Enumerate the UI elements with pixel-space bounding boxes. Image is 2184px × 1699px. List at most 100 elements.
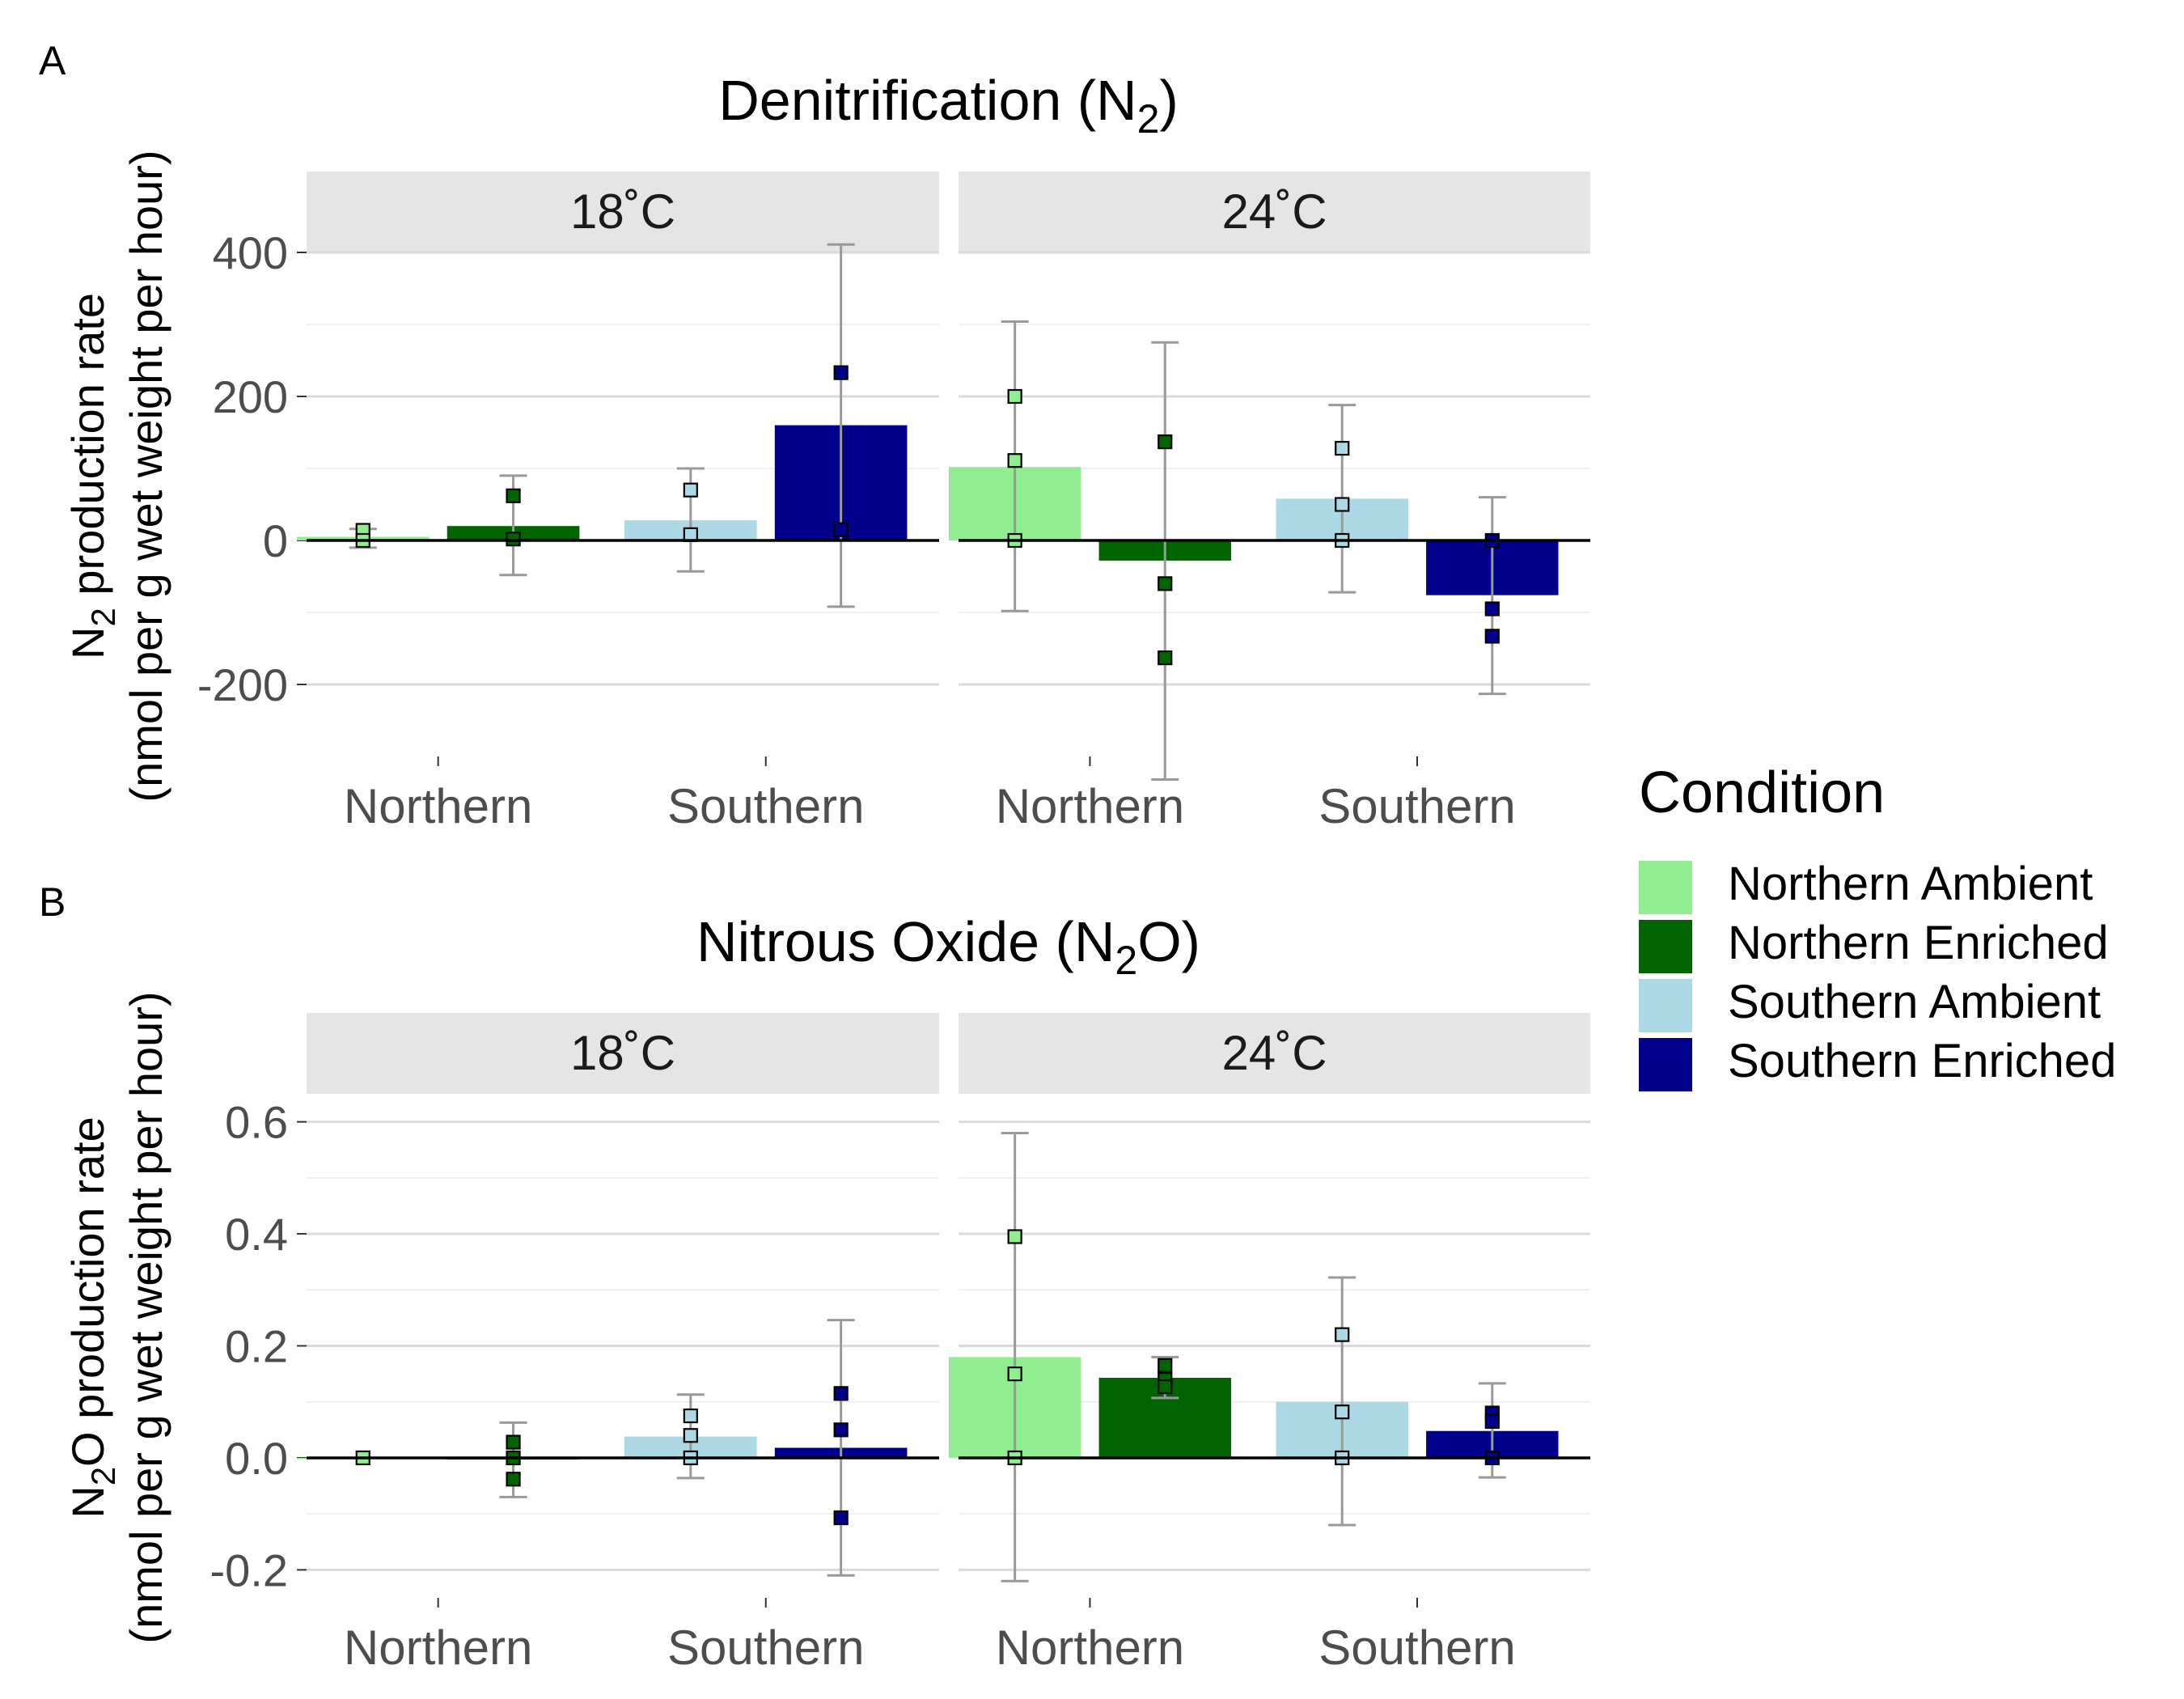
facet-strip: [307, 1013, 939, 1094]
legend-label-northern-enriched: Northern Enriched: [1728, 917, 2109, 969]
bar-group-southern-ambient: [624, 467, 757, 573]
data-point: [1335, 440, 1350, 456]
facet-strip-label: 18˚C: [570, 1026, 675, 1080]
data-point: [833, 1386, 849, 1401]
y-tick-label: 400: [213, 227, 288, 278]
facet-strip: [959, 1013, 1590, 1094]
y-axis-label-subscript: 2: [84, 1467, 122, 1485]
data-point: [833, 522, 849, 537]
bar-group-southern-enriched: [774, 1319, 908, 1577]
y-tick-label: 0.6: [225, 1097, 288, 1148]
data-point: [1158, 1379, 1173, 1395]
data-point: [1158, 576, 1173, 591]
chart-title-subscript: 2: [1137, 96, 1160, 142]
x-tick-label: Northern: [996, 779, 1184, 833]
chart-title: Nitrous Oxide (N2O): [696, 910, 1200, 983]
data-point: [1335, 1405, 1350, 1420]
panel-tag: B: [39, 879, 66, 925]
x-tick-label: Southern: [667, 779, 865, 833]
bar-group-southern-ambient: [624, 1393, 757, 1480]
legend-item-northern-enriched: Northern Enriched: [1639, 917, 2109, 973]
bar-group-southern-enriched: [774, 243, 908, 608]
bar-group-southern-enriched: [1426, 496, 1559, 696]
bar-group-northern-enriched: [447, 1421, 580, 1498]
legend-key-southern-ambient: [1639, 979, 1692, 1032]
data-point: [1484, 601, 1500, 616]
facet-24-c: 24˚C Northern Southern: [948, 1013, 1590, 1675]
bar-group-northern-ambient: [296, 523, 430, 549]
legend-label-northern-ambient: Northern Ambient: [1728, 858, 2093, 910]
chart-title-tail: O): [1137, 910, 1200, 973]
data-point: [506, 488, 521, 503]
legend-item-southern-ambient: Southern Ambient: [1639, 976, 2101, 1032]
bar-group-northern-ambient: [948, 1131, 1081, 1582]
y-tick-label: 0: [263, 515, 288, 566]
y-tick-label: -200: [197, 659, 288, 710]
y-axis-label-text: N: [62, 1485, 113, 1518]
legend-item-southern-enriched: Southern Enriched: [1639, 1035, 2116, 1091]
facet-24-c: 24˚C Northern Southern: [948, 172, 1590, 833]
facet-18-c: 18˚C Northern Southern: [296, 172, 939, 833]
bar-group-northern-enriched: [1098, 1355, 1231, 1458]
y-axis-label: N2O production rate: [62, 1116, 122, 1519]
legend: Condition Northern Ambient Northern Enri…: [1639, 761, 2116, 1091]
chart-title-text: Nitrous Oxide (N: [696, 910, 1115, 973]
data-point: [683, 1428, 698, 1443]
data-point: [506, 1472, 521, 1487]
facet-strip-label: 24˚C: [1221, 184, 1327, 239]
x-tick-label: Northern: [996, 1621, 1184, 1675]
facet-strip-label: 24˚C: [1221, 1026, 1327, 1080]
legend-label-southern-ambient: Southern Ambient: [1728, 976, 2101, 1028]
data-point: [506, 532, 521, 547]
panel-tag: A: [39, 38, 66, 83]
facet-strip: [307, 172, 939, 252]
y-tick-label: 0.0: [225, 1433, 288, 1484]
data-point: [506, 1434, 521, 1450]
x-tick-label: Northern: [344, 1621, 532, 1675]
data-point: [1484, 1413, 1500, 1430]
data-point: [1158, 1358, 1173, 1373]
facet-18-c: 18˚C Northern Southern: [296, 1013, 939, 1675]
legend-key-northern-enriched: [1639, 920, 1692, 973]
y-axis-label-tail: production rate: [62, 293, 113, 608]
data-point: [1335, 1327, 1350, 1342]
legend-key-southern-enriched: [1639, 1038, 1692, 1091]
bar-group-northern-enriched: [447, 474, 580, 577]
x-tick-label: Southern: [1318, 1621, 1516, 1675]
y-axis-label-units: (nmol per g wet weight per hour): [121, 150, 171, 802]
bar-group-northern-enriched: [1098, 341, 1231, 781]
data-point: [1158, 650, 1173, 666]
x-tick-label: Southern: [667, 1621, 865, 1675]
x-tick-label: Northern: [344, 779, 532, 833]
facet-strip: [959, 172, 1590, 252]
chart-title-text: Denitrification (N: [718, 69, 1136, 132]
legend-title: Condition: [1639, 761, 1885, 825]
y-axis-label-subscript: 2: [84, 608, 122, 626]
legend-item-northern-ambient: Northern Ambient: [1639, 858, 2093, 914]
data-point: [833, 365, 849, 380]
bar-group-southern-enriched: [1426, 1382, 1559, 1479]
y-tick-label: 0.4: [225, 1209, 288, 1260]
y-tick-label: 200: [213, 371, 288, 422]
y-tick-label: -0.2: [210, 1544, 289, 1595]
bar-group-southern-ambient: [1276, 404, 1408, 594]
y-axis-label-tail: O production rate: [62, 1116, 113, 1467]
data-point: [1007, 1366, 1022, 1382]
x-tick-label: Southern: [1318, 779, 1516, 833]
data-point: [1158, 434, 1173, 450]
chart-title-tail: ): [1159, 69, 1178, 132]
y-tick-label: 0.2: [225, 1321, 288, 1372]
bar-group-southern-ambient: [1276, 1276, 1408, 1527]
chart-title: Denitrification (N2): [718, 69, 1179, 142]
data-point: [683, 1408, 698, 1424]
legend-label-southern-enriched: Southern Enriched: [1728, 1035, 2116, 1087]
data-point: [1335, 497, 1350, 512]
y-axis-label-units: (nmol per g wet weight per hour): [121, 991, 171, 1643]
chart-title-subscript: 2: [1115, 938, 1137, 983]
data-point: [1007, 1229, 1022, 1244]
legend-key-northern-ambient: [1639, 861, 1692, 914]
